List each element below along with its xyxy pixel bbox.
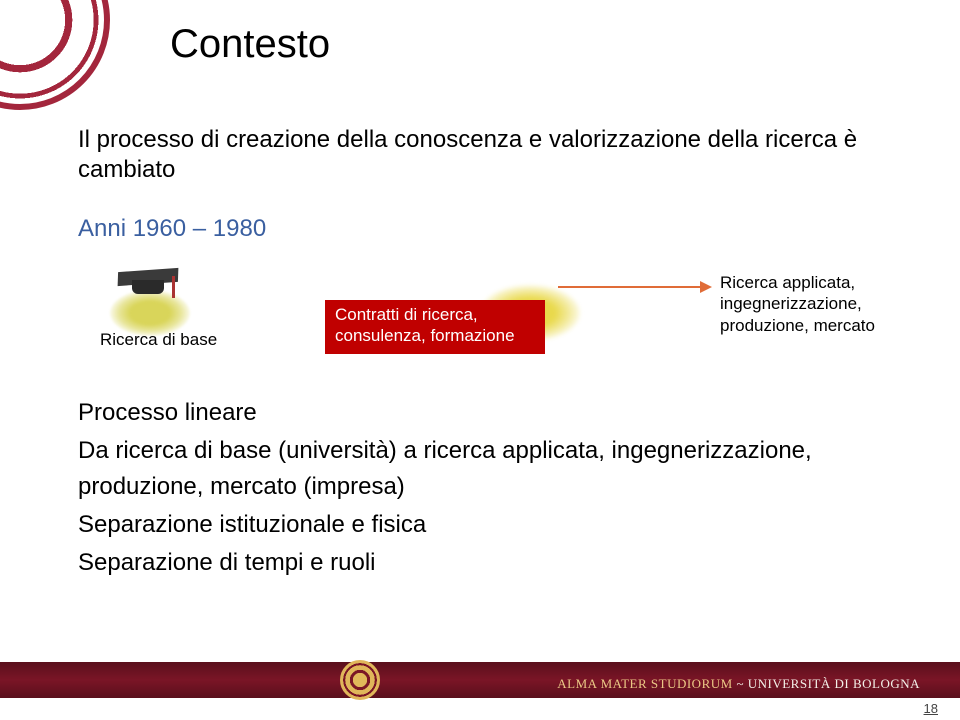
flow-right-line2: ingegnerizzazione, (720, 293, 915, 314)
intro-text: Il processo di creazione della conoscenz… (78, 125, 888, 185)
slide-title: Contesto (170, 22, 330, 67)
footer-seal-icon (340, 660, 380, 700)
slide-root: Contesto Il processo di creazione della … (0, 0, 960, 720)
footer-brand1: ALMA MATER STUDIORUM (557, 676, 732, 691)
flow-left-label: Ricerca di base (100, 330, 217, 350)
arrow-line-icon (558, 286, 703, 288)
body-p4: Separazione di tempi e ruoli (78, 545, 888, 581)
graduation-cap-icon (118, 270, 178, 290)
flow-center-line1: Contratti di ricerca, (335, 304, 535, 325)
body-p1: Processo lineare (78, 395, 888, 431)
footer-sep: ~ (733, 676, 748, 691)
flow-right-box: Ricerca applicata, ingegnerizzazione, pr… (720, 272, 915, 336)
flow-right-line1: Ricerca applicata, (720, 272, 915, 293)
body-p3: Separazione istituzionale e fisica (78, 507, 888, 543)
page-number: 18 (924, 701, 938, 716)
arrow-head-icon (700, 281, 712, 293)
flow-center-line2: consulenza, formazione (335, 325, 535, 346)
seal-corner (0, 0, 120, 120)
flow-right-line3: produzione, mercato (720, 315, 915, 336)
university-seal-icon (0, 0, 110, 110)
body-text: Processo lineare Da ricerca di base (uni… (78, 395, 888, 583)
footer-brand2: UNIVERSITÀ DI BOLOGNA (748, 676, 920, 691)
flow-center-box: Contratti di ricerca, consulenza, formaz… (325, 300, 545, 354)
years-label: Anni 1960 – 1980 (78, 215, 266, 243)
body-p2: Da ricerca di base (università) a ricerc… (78, 433, 888, 505)
footer-brand: ALMA MATER STUDIORUM ~ UNIVERSITÀ DI BOL… (557, 676, 920, 692)
